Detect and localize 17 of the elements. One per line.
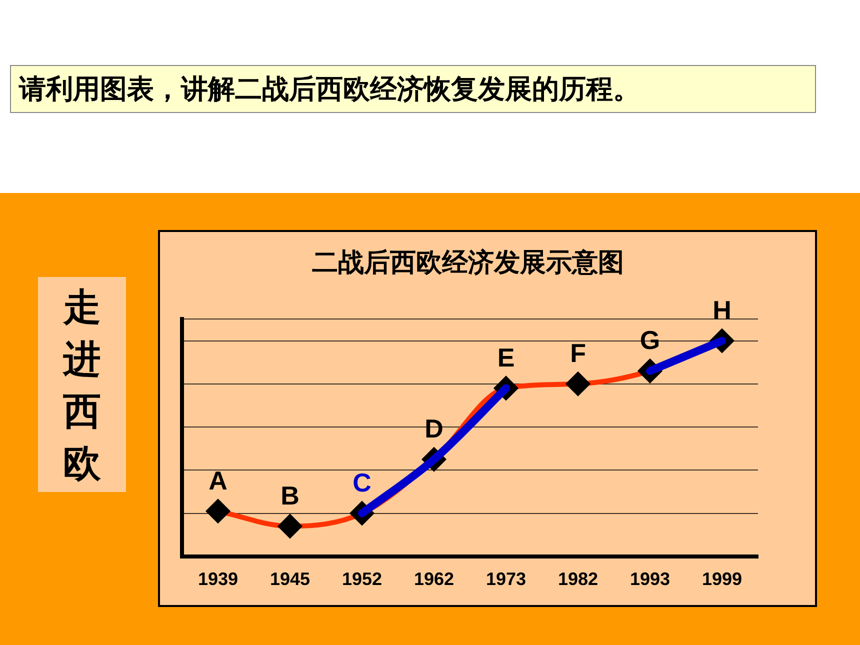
x-tick-label: 1945 (270, 569, 310, 590)
annotation: A (208, 465, 228, 496)
annotation: C (352, 467, 372, 498)
x-tick-label: 1982 (558, 569, 598, 590)
text: 走进西欧 (38, 277, 126, 492)
annotation: E (497, 342, 515, 372)
annotation: F (570, 338, 586, 368)
text: 请利用图表，讲解二战后西欧经济恢复发展的历程。 (10, 65, 816, 113)
chart-title: 二战后西欧经济发展示意图 (312, 246, 624, 277)
annotation: B (280, 480, 300, 510)
x-tick-label: 1939 (198, 569, 238, 590)
x-tick-label: 1973 (486, 569, 526, 590)
x-tick-label: 1993 (630, 569, 670, 590)
x-tick-label: 1962 (414, 569, 454, 590)
x-tick-label: 1999 (702, 569, 742, 590)
annotation: H (712, 294, 732, 325)
x-tick-label: 1952 (342, 569, 382, 590)
